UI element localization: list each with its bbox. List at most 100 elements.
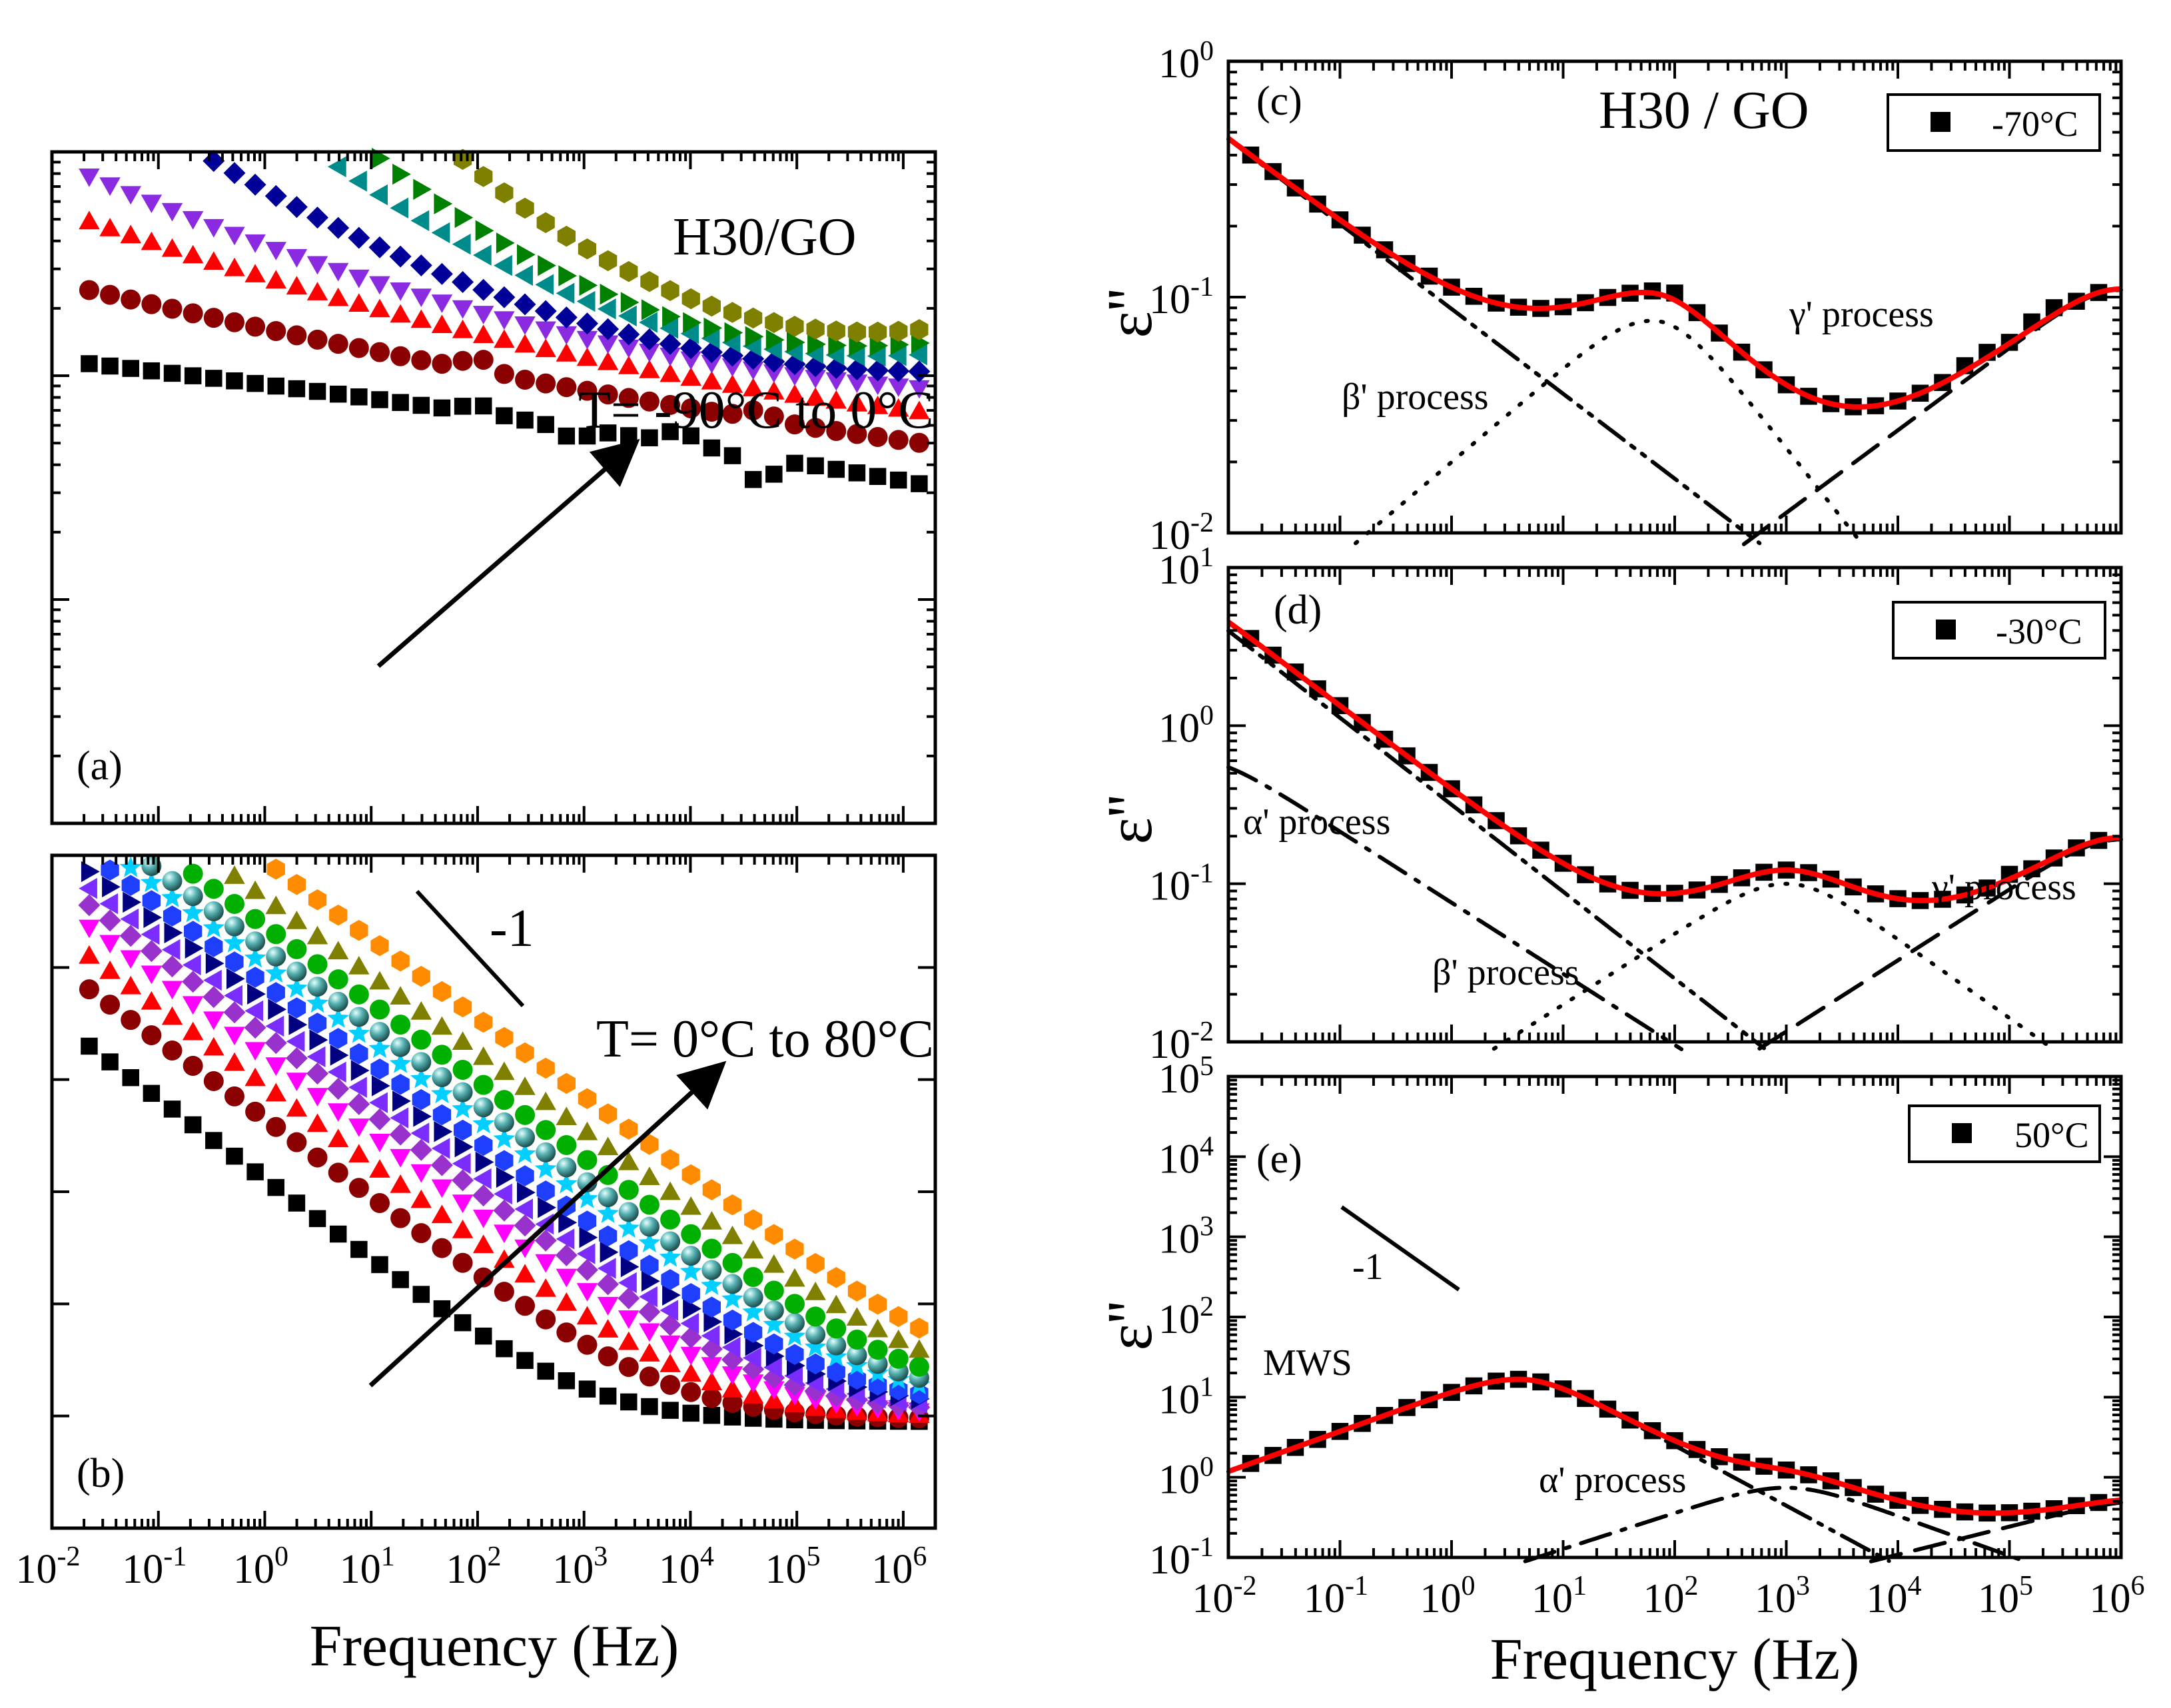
panel-b-point <box>661 1402 679 1419</box>
panel-b-point <box>265 1082 286 1102</box>
panel-b-point <box>763 1313 785 1334</box>
panel-b-point <box>223 1001 246 1024</box>
panel-b-point <box>703 1406 721 1424</box>
panel-b-point <box>577 1334 598 1355</box>
panel-b-point <box>516 1352 534 1370</box>
panel-b-point <box>722 1274 743 1294</box>
panel-b-point <box>847 1280 867 1302</box>
panel-a-ticks <box>51 151 937 825</box>
panel-b-point <box>392 1271 409 1288</box>
panel-b-arrow-label: T= 0°C to 80°C <box>596 1010 934 1068</box>
panel-b-point <box>660 1374 681 1395</box>
panel-e-legend: 50°C <box>1908 1104 2101 1163</box>
panel-a-arrow <box>376 438 640 668</box>
panel-a-point <box>763 406 784 427</box>
panel-b-point <box>598 1346 618 1367</box>
panel-b-point <box>452 1219 474 1238</box>
panel-b-point <box>369 1092 388 1113</box>
panel-b-point <box>867 1354 888 1374</box>
panel-b-point <box>370 935 389 957</box>
panel-a: H30/GO T= -90°C to 0°C (a) <box>50 147 937 825</box>
panel-a-point <box>493 286 516 308</box>
panel-a-point <box>390 346 411 366</box>
panel-b-point <box>327 1078 350 1100</box>
panel-a-point <box>805 370 826 388</box>
panel-b-point <box>286 1098 308 1117</box>
panel-a-point <box>849 335 868 356</box>
panel-b-point <box>81 1037 98 1055</box>
panel-a-point <box>517 244 536 265</box>
panel-a-point <box>538 254 556 276</box>
panel-b-point <box>452 1097 474 1118</box>
panel-a-point <box>577 380 598 401</box>
panel-a-point <box>99 177 121 197</box>
panel-a-point <box>721 374 743 393</box>
panel-b-point <box>410 1067 432 1088</box>
panel-a-point <box>639 344 660 362</box>
panel-c-label-gamma: γ' process <box>1789 294 1934 335</box>
panel-a-point <box>265 242 286 260</box>
panel-b-point <box>288 1014 308 1035</box>
x-tick-label: 103 <box>1755 1571 1810 1621</box>
panel-b-point <box>493 1127 516 1148</box>
ylabel-d: ε'' <box>1094 795 1165 845</box>
y-tick-label: 101 <box>1158 542 1214 593</box>
panel-b-point <box>806 1353 825 1375</box>
panel-b-point <box>639 1216 659 1237</box>
panel-b-point <box>143 1084 161 1102</box>
panel-b-point <box>454 1314 472 1332</box>
panel-a-point <box>431 314 453 333</box>
panel-a-point <box>306 282 328 300</box>
panel-b-point <box>431 1138 450 1159</box>
panel-a-point <box>452 300 474 319</box>
panel-b-point <box>494 1249 515 1268</box>
panel-b-point <box>307 954 328 975</box>
panel-a-point <box>348 338 369 358</box>
panel-b-point <box>515 1104 536 1125</box>
panel-b-point <box>660 1231 681 1252</box>
y-tick-label: 10-2 <box>1149 1017 1214 1067</box>
panel-a-point <box>392 163 411 185</box>
panel-a-point <box>618 339 640 358</box>
panel-b-point <box>161 939 181 961</box>
panel-a-point <box>598 384 618 405</box>
panel-c-label: (c) <box>1256 79 1302 124</box>
panel-b-point <box>578 1088 597 1109</box>
panel-a-point <box>661 280 679 301</box>
panel-b-point <box>618 1310 640 1329</box>
panel-b-point <box>641 1398 658 1416</box>
panel-b-point <box>784 1268 805 1287</box>
panel-a-point <box>472 278 495 301</box>
panel-a-point <box>618 356 640 374</box>
panel-b-point <box>371 1256 388 1274</box>
panel-b-point <box>597 1136 619 1156</box>
panel-a-point <box>681 398 701 419</box>
panel-a-point <box>743 400 763 420</box>
panel-b-point <box>909 1356 929 1377</box>
panel-b-point <box>536 1309 556 1330</box>
panel-b-point <box>350 919 368 941</box>
panel-b-point <box>496 1340 513 1358</box>
panel-a-point <box>576 330 598 350</box>
panel-b-point <box>101 859 119 881</box>
panel-a-point <box>639 391 659 412</box>
panel-b-point <box>659 1246 681 1267</box>
panel-b-point <box>205 1132 222 1149</box>
panel-e-label-alpha: α' process <box>1539 1460 1686 1501</box>
panel-b-point <box>721 1379 743 1398</box>
panel-b-point <box>411 1029 432 1050</box>
panel-a-point <box>683 312 701 334</box>
panel-b-point <box>639 1194 659 1215</box>
panel-b-arrow <box>368 1061 727 1388</box>
panel-b-point <box>246 1163 264 1180</box>
panel-a-point <box>888 398 909 417</box>
panel-a-point <box>286 248 308 268</box>
panel-b-point <box>805 1306 826 1327</box>
panel-b-point <box>306 1113 328 1132</box>
panel-b-point <box>597 1258 616 1279</box>
panel-b-point <box>536 1120 556 1140</box>
panel-b-point <box>120 975 141 995</box>
panel-b-point <box>701 1274 723 1295</box>
panel-b-point <box>224 865 245 884</box>
panel-a-point <box>578 238 597 260</box>
